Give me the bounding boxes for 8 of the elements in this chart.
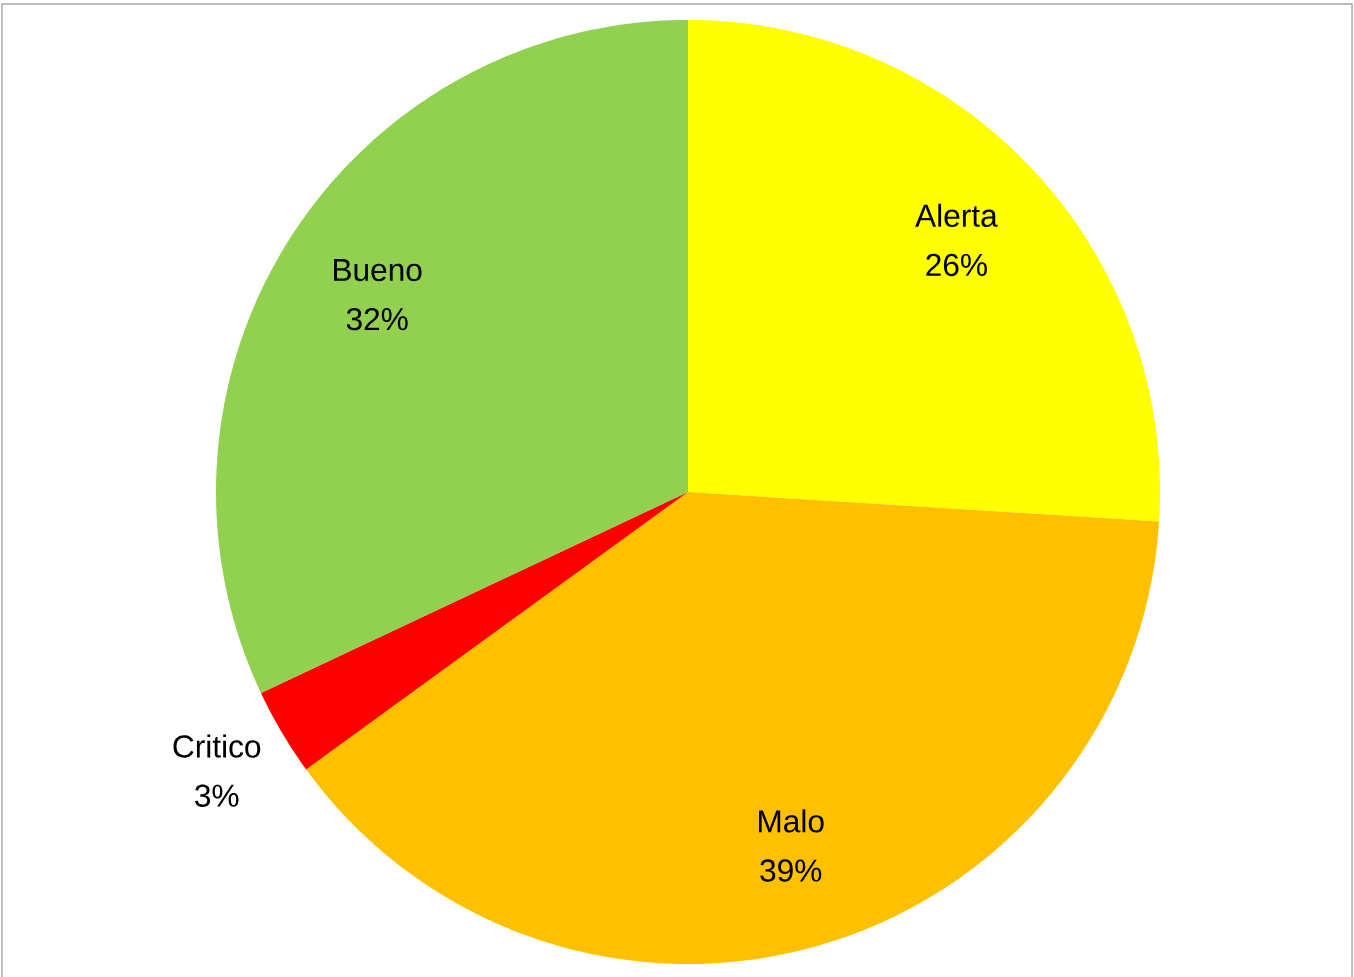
slice-label: Bueno bbox=[334, 259, 422, 282]
data-label: 39% bbox=[760, 859, 822, 882]
data-label: 3% bbox=[195, 784, 239, 807]
slice-label: Alerta bbox=[915, 203, 998, 227]
slice-label: Malo bbox=[759, 809, 824, 833]
data-label: 26% bbox=[926, 253, 987, 277]
slice-label: Critico bbox=[173, 734, 261, 758]
data-label: 32% bbox=[346, 307, 408, 331]
